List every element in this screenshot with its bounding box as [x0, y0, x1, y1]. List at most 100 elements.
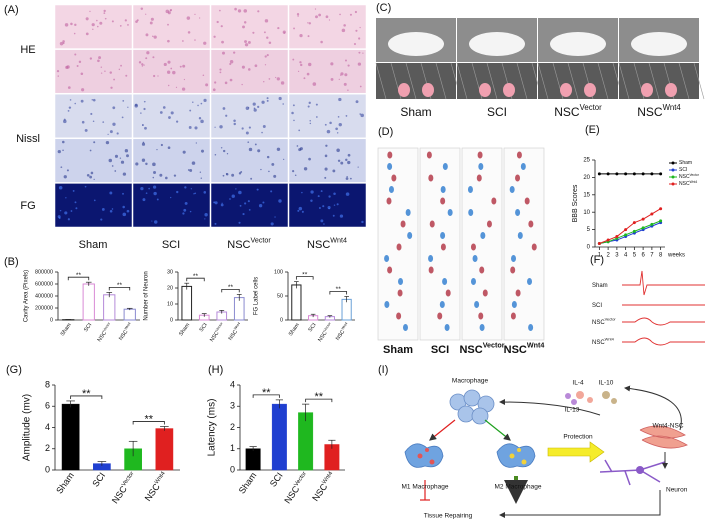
footprint	[515, 209, 521, 216]
histology-texture	[198, 117, 202, 120]
y-tick-label: 0	[45, 464, 50, 474]
x-tick-label: SCI	[308, 323, 318, 334]
histology-texture	[166, 70, 171, 74]
histology-texture	[357, 62, 362, 66]
histology-texture	[315, 15, 318, 19]
histology-texture	[213, 201, 216, 204]
histology-texture	[216, 20, 219, 24]
histology-texture	[235, 188, 237, 190]
histology-texture	[276, 77, 280, 81]
histology-texture	[247, 200, 250, 203]
significance-bracket	[67, 276, 90, 281]
histology-texture	[231, 173, 235, 177]
photo	[457, 63, 537, 99]
x-tick-label-base: NSC	[311, 482, 330, 504]
histology-texture	[323, 223, 325, 225]
y-tick-label: 25	[583, 158, 590, 164]
photo-subject	[641, 83, 653, 97]
column-label-base: NSC	[554, 105, 580, 119]
row-label: SCI	[592, 303, 602, 309]
histology-texture	[219, 68, 222, 71]
histology-texture	[73, 32, 76, 35]
diagram-label: IL-4	[572, 380, 584, 387]
histology-texture	[325, 15, 329, 19]
footprint	[528, 220, 534, 228]
column-label-base: Sham	[79, 239, 108, 251]
footprint	[510, 312, 516, 320]
diagram-art	[404, 385, 688, 518]
significance-label: **	[76, 272, 82, 279]
photo-grid	[435, 62, 447, 100]
histology-texture	[318, 207, 321, 210]
data-point	[659, 172, 663, 176]
histology-texture	[156, 198, 159, 201]
histology-texture	[99, 21, 103, 25]
significance-bracket	[132, 421, 165, 425]
footprint	[528, 324, 534, 331]
histology-texture	[292, 104, 295, 107]
histology-texture	[233, 51, 236, 54]
y-axis-label: FG Label cells	[254, 277, 260, 315]
histology-texture	[340, 72, 344, 76]
significance-bracket	[329, 291, 348, 295]
bar	[298, 412, 314, 471]
x-tick-label-base: SCI	[83, 323, 93, 334]
bar	[103, 294, 116, 321]
histology-texture	[345, 115, 348, 117]
photo-grid	[648, 62, 660, 100]
histology-texture	[343, 82, 347, 86]
histology-texture	[90, 171, 94, 175]
histology-texture	[187, 31, 191, 34]
histology-texture	[298, 206, 303, 211]
histology-texture	[329, 121, 332, 125]
histology-texture	[214, 81, 217, 84]
y-tick-label: 20	[583, 175, 590, 181]
photo-subject	[550, 32, 606, 56]
histology-texture	[101, 208, 105, 211]
diagram-label: Tissue Repairing	[424, 513, 473, 520]
histology-texture	[200, 149, 205, 153]
axis	[594, 160, 665, 248]
diagram-label: Protection	[563, 434, 593, 441]
data-point	[659, 207, 663, 211]
photo-subject	[422, 83, 434, 97]
panel-label: (E)	[585, 124, 600, 136]
histology-texture	[221, 202, 223, 204]
y-tick-label: 15	[583, 192, 590, 198]
diagram-label: M1 Macrophage	[402, 484, 449, 491]
column-label-base: NSC	[227, 239, 250, 251]
histology-texture	[360, 113, 364, 118]
histology-texture	[103, 12, 106, 15]
histology-texture	[172, 70, 176, 75]
histology-texture	[248, 147, 253, 152]
bar	[245, 448, 261, 471]
histology-texture	[268, 41, 272, 45]
histology-texture	[69, 99, 72, 101]
histology-texture	[176, 120, 179, 123]
histology-texture	[86, 173, 90, 177]
histology-texture	[354, 10, 358, 14]
significance-bracket	[295, 276, 314, 280]
histology-texture	[134, 104, 138, 108]
histology-texture	[85, 32, 89, 36]
footprint	[386, 197, 392, 205]
histology-texture	[145, 162, 148, 166]
x-tick-label-base: NSC	[228, 329, 240, 342]
x-tick-label-base: NSC	[283, 484, 302, 506]
histology-texture	[135, 20, 138, 23]
bar	[181, 285, 193, 321]
footprint	[531, 243, 537, 251]
histology-texture	[238, 190, 242, 195]
histology-texture	[122, 212, 127, 217]
footprint-strip	[503, 147, 545, 341]
histology-texture	[220, 147, 223, 149]
histology-texture	[153, 74, 156, 78]
histology-texture	[150, 17, 154, 21]
row-label-base: NSC	[592, 320, 605, 326]
histology-texture	[74, 53, 77, 56]
footprint	[511, 255, 517, 262]
histology-texture	[199, 17, 201, 19]
histology-image	[210, 138, 289, 183]
histology-texture	[347, 64, 350, 67]
histology-texture	[113, 78, 116, 81]
